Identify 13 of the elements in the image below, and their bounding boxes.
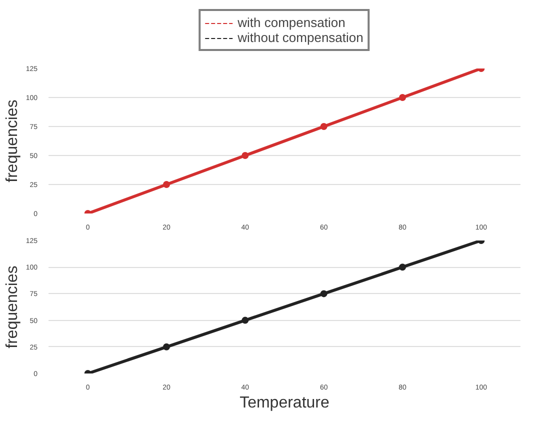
point (320, 123, 328, 130)
legend-label: without compensation (238, 30, 364, 45)
point (163, 343, 170, 350)
point (242, 316, 249, 324)
point (242, 152, 249, 159)
point (320, 290, 328, 298)
y-axis-title: frequencies (4, 100, 21, 182)
point (163, 181, 170, 188)
y-axis-title: frequencies (4, 266, 21, 348)
legend-label: with compensation (238, 15, 346, 30)
x-axis-title: Temperature (240, 394, 330, 412)
point (399, 94, 406, 101)
point (399, 264, 406, 271)
